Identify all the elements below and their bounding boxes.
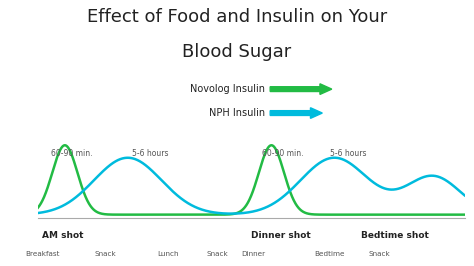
Text: 60-90 min.: 60-90 min. — [263, 149, 304, 158]
Text: AM shot: AM shot — [42, 231, 83, 240]
Text: 5-6 hours: 5-6 hours — [132, 149, 169, 158]
Text: Snack: Snack — [94, 251, 116, 257]
Text: Snack: Snack — [207, 251, 228, 257]
Text: Snack: Snack — [368, 251, 390, 257]
Text: 5-6 hours: 5-6 hours — [330, 149, 366, 158]
Text: Novolog Insulin: Novolog Insulin — [191, 84, 265, 94]
Text: Dinner shot: Dinner shot — [251, 231, 311, 240]
Text: Bedtime: Bedtime — [315, 251, 345, 257]
Text: Blood Sugar: Blood Sugar — [182, 43, 292, 61]
Text: 60-90 min.: 60-90 min. — [51, 149, 93, 158]
Text: Lunch: Lunch — [157, 251, 179, 257]
Text: Effect of Food and Insulin on Your: Effect of Food and Insulin on Your — [87, 8, 387, 26]
Text: NPH Insulin: NPH Insulin — [210, 108, 265, 118]
Text: Bedtime shot: Bedtime shot — [361, 231, 429, 240]
Text: Dinner: Dinner — [241, 251, 265, 257]
Text: Breakfast: Breakfast — [25, 251, 60, 257]
